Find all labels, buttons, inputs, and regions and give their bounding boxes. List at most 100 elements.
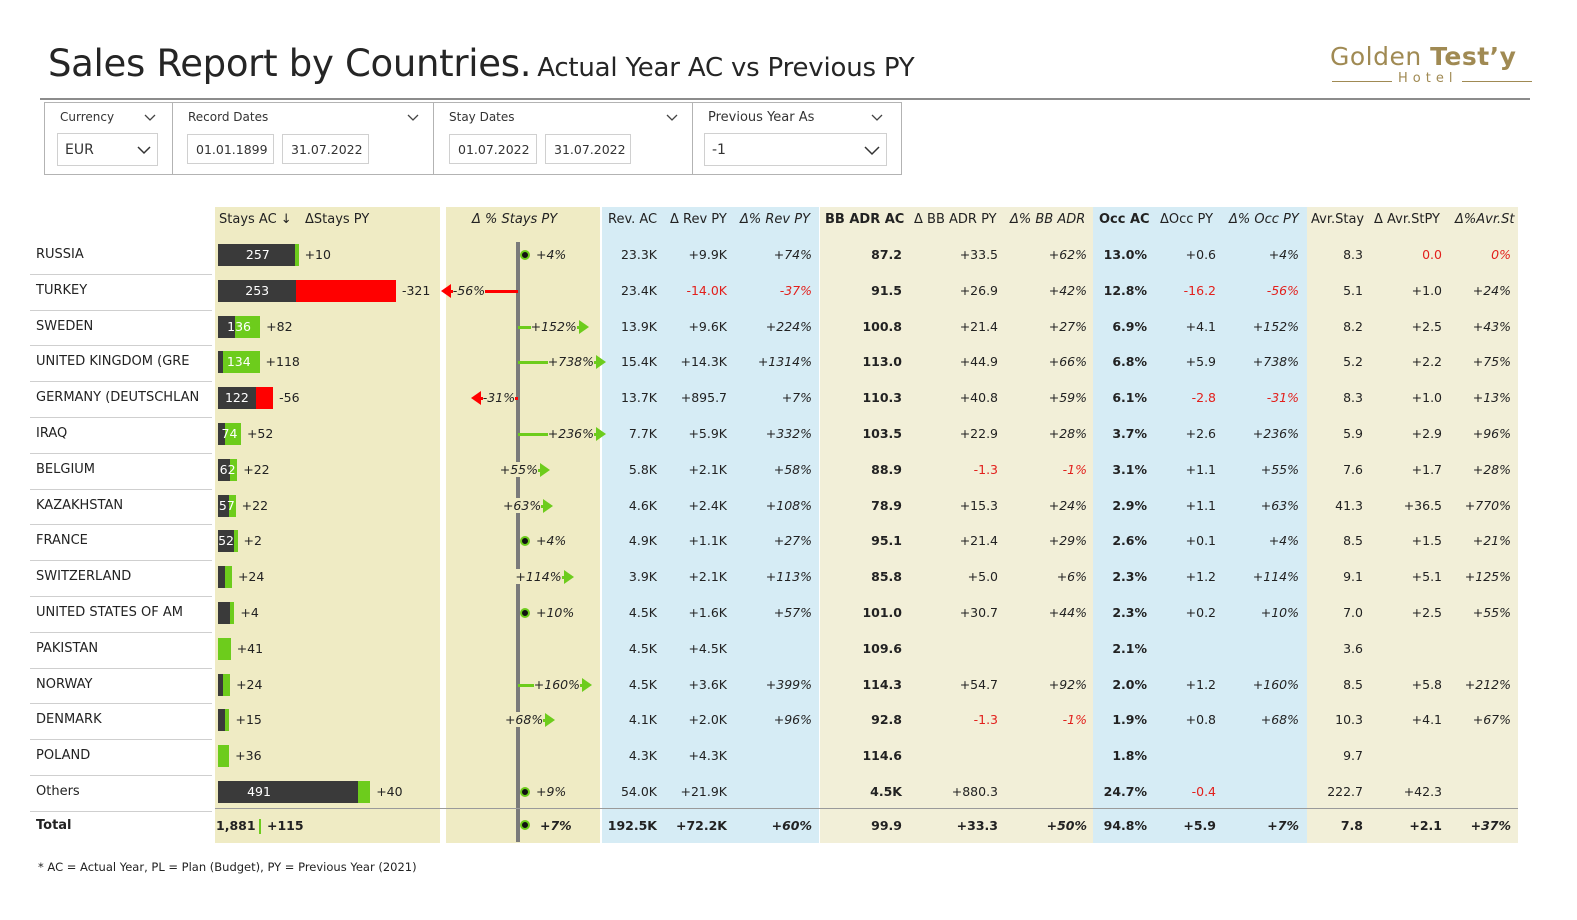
occ-py-value: +4.1	[1185, 318, 1216, 334]
pct-occ-value: +236%	[1252, 426, 1299, 441]
country-label[interactable]: BELGIUM	[36, 461, 96, 477]
pct-avr-value: +43%	[1472, 318, 1511, 334]
pct-stays-arrow	[440, 283, 451, 298]
logo-rule-right	[1462, 81, 1532, 82]
stay-date-to[interactable]: 31.07.2022	[545, 134, 631, 164]
adr-ac-value: 91.5	[871, 282, 902, 298]
header-rev-py[interactable]: Δ Rev PY	[670, 212, 727, 227]
occ-py-value: -0.4	[1191, 784, 1216, 799]
stay-date-from[interactable]: 01.07.2022	[449, 134, 537, 164]
currency-value: EUR	[65, 142, 94, 158]
avr-stay-value: 8.2	[1343, 318, 1363, 334]
stay-dates-filter[interactable]: Stay Dates 01.07.2022 31.07.2022	[434, 103, 693, 174]
pct-adr-value: -1%	[1062, 461, 1087, 477]
pct-stays-marker	[520, 608, 530, 618]
country-label[interactable]: POLAND	[36, 748, 91, 764]
occ-ac-value: 2.9%	[1112, 497, 1147, 513]
stays-ac-bar	[218, 387, 256, 410]
header-delta-stays-py[interactable]: ΔStays PY	[305, 212, 370, 227]
record-date-to[interactable]: 31.07.2022	[282, 134, 369, 164]
rev-ac-value: 54.0K	[620, 784, 657, 799]
stays-delta-bar	[224, 709, 230, 732]
stays-ac-bar	[218, 351, 223, 374]
row-separator	[30, 775, 212, 776]
country-label[interactable]: NORWAY	[36, 676, 93, 692]
pct-stays-arrow	[596, 427, 606, 441]
record-date-from[interactable]: 01.01.1899	[187, 134, 274, 164]
header-occ-py[interactable]: ΔOcc PY	[1160, 212, 1214, 227]
avr-stpy-value: 0.0	[1422, 247, 1442, 262]
country-label[interactable]: KAZAKHSTAN	[36, 497, 124, 513]
country-label[interactable]: TURKEY	[36, 282, 88, 298]
header-pct-occ-py[interactable]: Δ% Occ PY	[1229, 212, 1299, 227]
avr-stay-value: 8.5	[1343, 533, 1363, 549]
country-label[interactable]: SWITZERLAND	[36, 569, 132, 585]
rev-py-value: +3.6K	[688, 676, 727, 692]
pct-adr-value: +29%	[1048, 533, 1087, 549]
header-pct-stays-py[interactable]: Δ % Stays PY	[472, 212, 558, 227]
pct-rev-value: +27%	[773, 533, 812, 549]
chevron-down-icon[interactable]	[144, 111, 156, 123]
country-label[interactable]: RUSSIA	[36, 247, 84, 262]
currency-label: Currency	[60, 110, 115, 124]
pct-avr-value: +55%	[1472, 605, 1511, 620]
row-separator	[30, 631, 212, 633]
avr-stay-value: 5.9	[1343, 426, 1363, 441]
chevron-down-icon[interactable]	[666, 111, 678, 123]
header-pct-rev-py[interactable]: Δ% Rev PY	[740, 212, 811, 227]
adr-py-value: +44.9	[959, 354, 998, 370]
rev-py-value: +2.4K	[688, 497, 727, 513]
pct-avr-value: +24%	[1472, 282, 1511, 298]
pct-stays-value: +9%	[536, 784, 567, 799]
pct-stays-arrow	[578, 319, 589, 334]
stays-delta-bar	[222, 673, 231, 696]
country-label[interactable]: DENMARK	[36, 712, 102, 728]
country-label[interactable]: GERMANY (DEUTSCHLAN	[36, 390, 200, 406]
stays-delta-value: +24	[237, 569, 265, 585]
country-label[interactable]: PAKISTAN	[36, 640, 99, 656]
rev-py-value: +21.9K	[680, 784, 727, 799]
header-avr-stay[interactable]: Avr.Stay	[1311, 212, 1365, 227]
record-dates-filter[interactable]: Record Dates 01.01.1899 31.07.2022	[173, 103, 434, 174]
header-stays-ac[interactable]: Stays AC ↓	[219, 212, 292, 227]
chevron-down-icon[interactable]	[871, 111, 883, 123]
header-rev-ac[interactable]: Rev. AC	[608, 212, 658, 227]
header-occ-ac[interactable]: Occ AC	[1099, 212, 1150, 227]
occ-py-value: +0.2	[1185, 605, 1216, 620]
pct-adr-value: +24%	[1048, 497, 1087, 513]
occ-ac-value: 2.0%	[1112, 676, 1147, 692]
total-pct-marker	[520, 820, 530, 830]
header-bb-adr-ac[interactable]: BB ADR AC	[825, 212, 905, 227]
header-pct-avr-st[interactable]: Δ%Avr.St	[1455, 212, 1515, 227]
stay-dates-label: Stay Dates	[449, 110, 515, 124]
currency-filter[interactable]: Currency EUR	[45, 103, 173, 174]
chevron-down-icon[interactable]	[407, 111, 419, 123]
header-pct-bb-adr[interactable]: Δ% BB ADR	[1010, 212, 1086, 227]
stays-delta-bar	[218, 637, 231, 660]
adr-py-value: +54.7	[959, 676, 998, 692]
header-bb-adr-py[interactable]: Δ BB ADR PY	[914, 212, 997, 227]
stays-delta-value: +22	[243, 461, 270, 477]
header-avr-stpy[interactable]: Δ Avr.StPY	[1374, 212, 1440, 227]
adr-ac-value: 100.8	[862, 318, 902, 334]
rev-py-value: +2.1K	[688, 569, 727, 585]
stays-delta-value: +36	[235, 748, 262, 764]
country-label[interactable]: SWEDEN	[36, 318, 94, 334]
pct-stays-value: +4%	[536, 533, 567, 549]
country-label[interactable]: IRAQ	[36, 426, 68, 441]
adr-columns-bg	[820, 207, 1093, 843]
previous-year-filter[interactable]: Previous Year As -1	[693, 103, 901, 174]
occ-columns-bg	[1093, 207, 1307, 843]
total-stays-ac: 1,881	[216, 818, 256, 833]
stays-ac-value: 74	[221, 426, 238, 441]
country-label[interactable]: Others	[36, 784, 80, 799]
country-label[interactable]: UNITED STATES OF AM	[36, 605, 183, 620]
pct-occ-value: +152%	[1252, 318, 1299, 334]
row-separator	[30, 381, 212, 383]
occ-py-value: -2.8	[1191, 390, 1216, 406]
avr-stay-value: 7.6	[1343, 461, 1363, 477]
currency-select[interactable]: EUR	[57, 133, 158, 166]
country-label[interactable]: FRANCE	[36, 533, 88, 549]
previous-year-select[interactable]: -1	[704, 133, 887, 166]
country-label[interactable]: UNITED KINGDOM (GRE	[36, 354, 190, 370]
